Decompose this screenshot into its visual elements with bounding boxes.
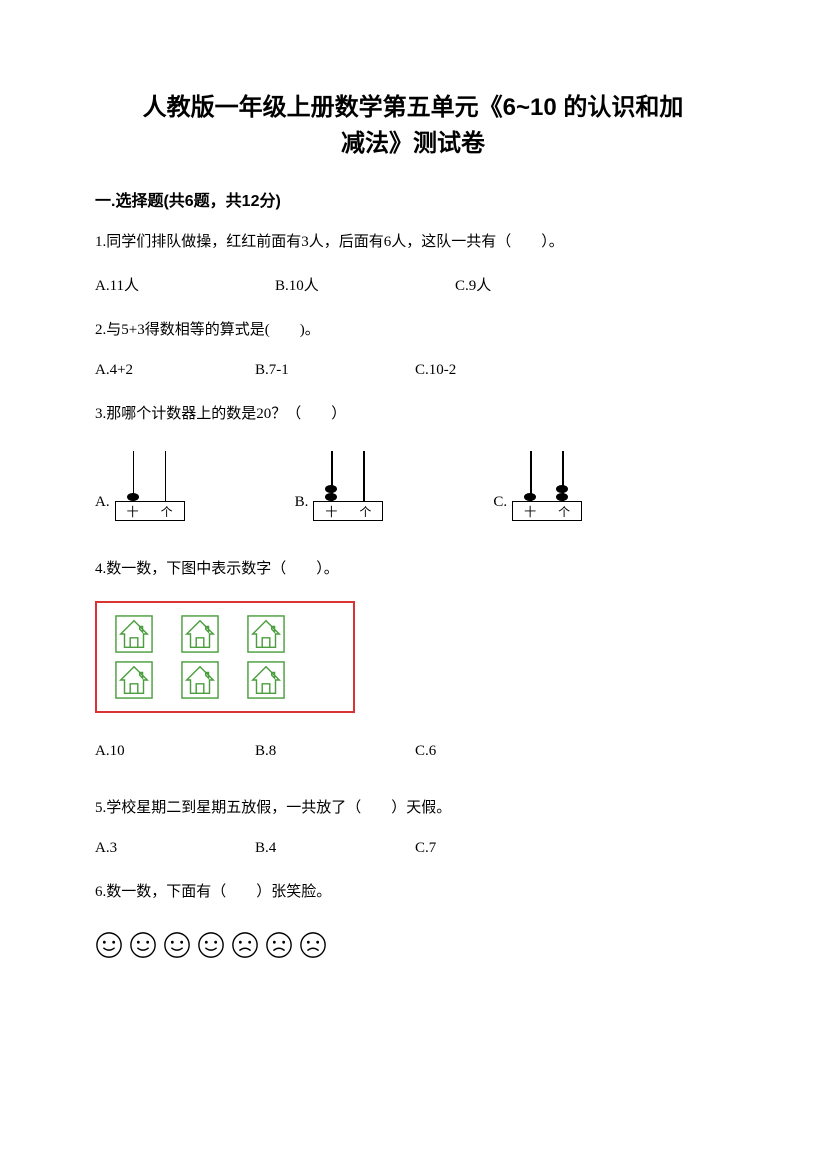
q4-option-a: A.10 [95,743,255,760]
abacus-frame: 十 个 [115,501,185,521]
houses-row-1 [115,615,335,653]
house-icon [247,615,285,653]
title-line1: 人教版一年级上册数学第五单元《6~10 的认识和加 [143,94,684,121]
question-2: 2.与5+3得数相等的算式是( )。 [95,317,731,344]
ones-label: 个 [359,503,371,520]
q5-option-a: A.3 [95,840,255,857]
q4-option-c: C.6 [415,743,595,760]
abacus-rod [363,451,365,501]
abacus-bead [325,485,337,493]
house-icon [115,661,153,699]
abacus-rod [165,451,167,501]
smile-face-icon [197,931,225,959]
abacus-item-c: C. 十 个 [493,446,582,521]
abacus-a: 十 个 [115,446,185,521]
question-6: 6.数一数，下面有（ ）张笑脸。 [95,879,731,906]
abacus-bead [556,485,568,493]
abacus-bead [524,493,536,501]
q2-option-b: B.7-1 [255,362,415,379]
abacus-bead [127,493,139,501]
question-2-options: A.4+2 B.7-1 C.10-2 [95,362,731,379]
page-title: 人教版一年级上册数学第五单元《6~10 的认识和加 减法》测试卷 [95,90,731,162]
q4-option-b: B.8 [255,743,415,760]
question-1: 1.同学们排队做操，红红前面有3人，后面有6人，这队一共有（ ）。 [95,229,731,256]
faces-row [95,931,731,959]
house-icon [247,661,285,699]
ones-label: 个 [558,503,570,520]
tens-label: 十 [325,503,337,520]
q2-option-c: C.10-2 [415,362,595,379]
smile-face-icon [129,931,157,959]
ones-label: 个 [161,503,173,520]
section-header: 一.选择题(共6题，共12分) [95,187,731,211]
tens-label: 十 [524,503,536,520]
smile-face-icon [95,931,123,959]
frown-face-icon [299,931,327,959]
question-5: 5.学校星期二到星期五放假，一共放了（ ）天假。 [95,795,731,822]
q1-option-a: A.11人 [95,274,275,295]
frown-face-icon [265,931,293,959]
abacus-item-b: B. 十 个 [295,446,384,521]
question-3-abacus-row: A. 十 个 B. 十 个 C. [95,446,731,521]
abacus-item-a: A. 十 个 [95,446,185,521]
question-1-options: A.11人 B.10人 C.9人 [95,274,731,295]
q3-label-c: C. [493,494,507,521]
title-line2: 减法》测试卷 [341,130,485,157]
smile-face-icon [163,931,191,959]
abacus-bead [556,493,568,501]
q5-option-c: C.7 [415,840,595,857]
abacus-bead [325,493,337,501]
q1-option-b: B.10人 [275,274,455,295]
q1-option-c: C.9人 [455,274,635,295]
q2-option-a: A.4+2 [95,362,255,379]
abacus-c: 十 个 [512,446,582,521]
q5-option-b: B.4 [255,840,415,857]
frown-face-icon [231,931,259,959]
tens-label: 十 [127,503,139,520]
q3-label-b: B. [295,494,309,521]
abacus-b: 十 个 [313,446,383,521]
question-4: 4.数一数，下图中表示数字（ ）。 [95,556,731,583]
houses-row-2 [115,661,335,699]
house-icon [181,661,219,699]
abacus-frame: 十 个 [313,501,383,521]
houses-box [95,601,355,713]
question-4-options: A.10 B.8 C.6 [95,743,731,760]
question-3: 3.那哪个计数器上的数是20？（ ） [95,401,731,428]
house-icon [181,615,219,653]
q3-label-a: A. [95,494,110,521]
house-icon [115,615,153,653]
abacus-frame: 十 个 [512,501,582,521]
question-5-options: A.3 B.4 C.7 [95,840,731,857]
